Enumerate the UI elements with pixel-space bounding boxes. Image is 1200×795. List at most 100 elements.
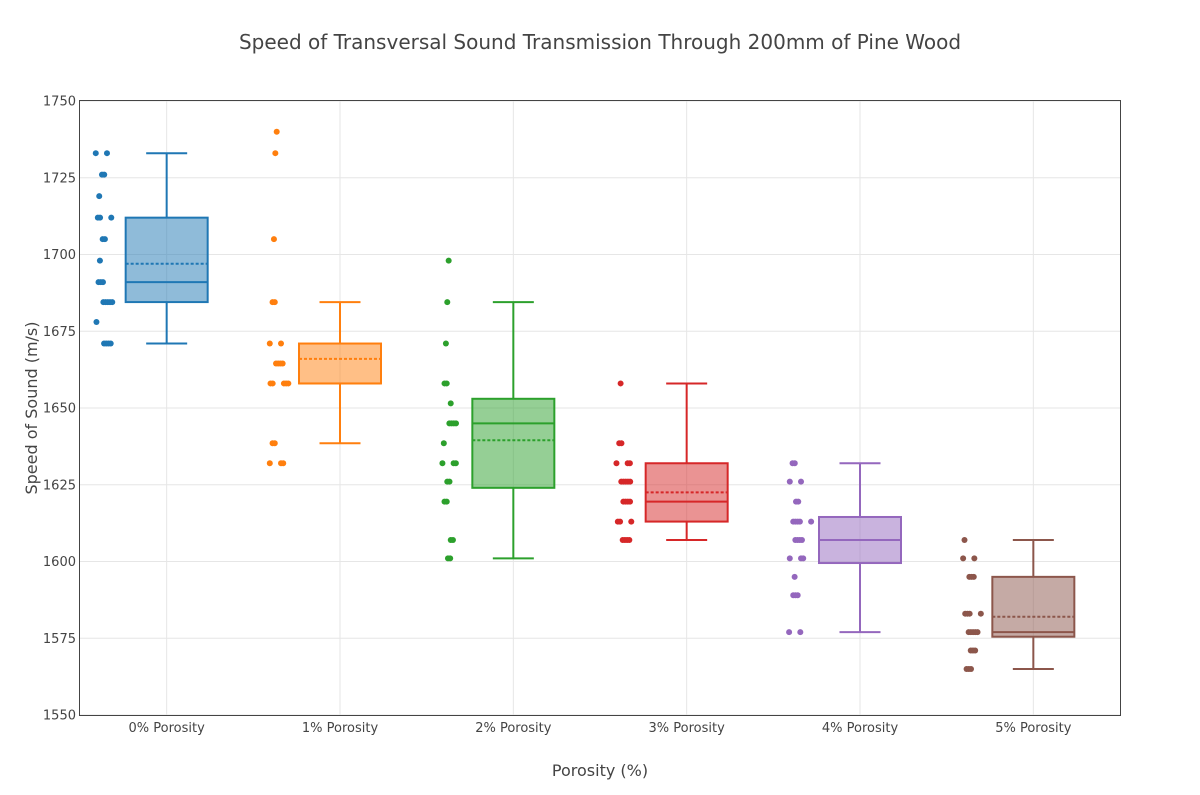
y-tick-label: 1750: [43, 95, 76, 110]
data-point: [613, 460, 620, 467]
data-point: [266, 460, 273, 467]
data-point: [800, 555, 807, 562]
data-point: [618, 440, 625, 447]
data-point: [617, 518, 624, 525]
data-point: [972, 647, 979, 654]
data-point: [970, 573, 977, 580]
data-point: [626, 537, 633, 544]
data-point: [280, 460, 287, 467]
chart-title: Speed of Transversal Sound Transmission …: [239, 30, 961, 54]
data-point: [108, 214, 115, 221]
data-point: [786, 629, 793, 636]
data-point: [966, 610, 973, 617]
data-point: [971, 555, 978, 562]
box-series-3: [613, 380, 729, 544]
data-point: [627, 478, 634, 485]
box-series-0: [92, 150, 209, 347]
data-point: [442, 340, 449, 347]
data-point: [273, 128, 280, 135]
box-series-4: [786, 460, 902, 636]
y-tick-label: 1650: [43, 402, 76, 417]
data-point: [444, 299, 451, 306]
x-axis-ticks: 0% Porosity 1% Porosity 2% Porosity 3% Poro…: [129, 721, 1072, 736]
data-point: [447, 400, 454, 407]
box-series-5: [960, 537, 1076, 672]
data-point: [795, 498, 802, 505]
data-point: [960, 555, 967, 562]
data-point: [961, 537, 968, 544]
x-axis-title: Porosity (%): [552, 761, 648, 780]
data-point: [627, 498, 634, 505]
data-point: [445, 257, 452, 264]
data-point: [796, 518, 803, 525]
data-point: [628, 518, 635, 525]
data-point: [797, 629, 804, 636]
data-point: [786, 555, 793, 562]
x-tick-label: 2% Porosity: [475, 721, 552, 736]
data-point: [440, 440, 447, 447]
data-point: [443, 380, 450, 387]
data-point: [269, 380, 276, 387]
x-tick-label: 1% Porosity: [302, 721, 379, 736]
data-point: [452, 460, 459, 467]
y-tick-label: 1700: [43, 248, 76, 263]
data-point: [786, 478, 793, 485]
data-point: [271, 440, 278, 447]
data-point: [453, 420, 460, 427]
box-series-1: [266, 128, 382, 467]
y-axis-ticks: 1550 1575 1600 1625 1650 1675 1700 1725 1750: [43, 95, 76, 724]
y-tick-label: 1575: [43, 632, 76, 647]
data-point: [808, 518, 815, 525]
data-point: [278, 340, 285, 347]
y-axis-title: Speed of Sound (m/s): [22, 321, 41, 494]
y-tick-label: 1675: [43, 325, 76, 340]
data-point: [794, 592, 801, 599]
box-series-2: [439, 257, 556, 562]
x-tick-label: 5% Porosity: [995, 721, 1072, 736]
x-tick-label: 3% Porosity: [649, 721, 726, 736]
y-tick-label: 1725: [43, 171, 76, 186]
data-point: [93, 319, 100, 326]
y-tick-label: 1550: [43, 709, 76, 724]
data-point: [97, 214, 104, 221]
y-tick-label: 1625: [43, 478, 76, 493]
data-point: [270, 236, 277, 243]
data-point: [449, 537, 456, 544]
data-point: [617, 380, 624, 387]
data-point: [798, 537, 805, 544]
data-point: [446, 478, 453, 485]
data-point: [285, 380, 292, 387]
data-point: [96, 193, 103, 200]
data-point: [626, 460, 633, 467]
y-tick-label: 1600: [43, 555, 76, 570]
iqr-box: [298, 342, 382, 385]
x-tick-label: 4% Porosity: [822, 721, 899, 736]
iqr-box: [471, 397, 556, 489]
iqr-box: [991, 575, 1076, 638]
data-point: [109, 299, 116, 306]
data-point: [439, 460, 446, 467]
data-point: [101, 171, 108, 178]
data-point: [107, 340, 114, 347]
plot-frame: [79, 100, 1121, 716]
grid-layer: [80, 100, 1120, 716]
data-point: [798, 478, 805, 485]
data-point: [92, 150, 99, 157]
data-point: [968, 665, 975, 672]
data-point: [103, 150, 110, 157]
data-point: [977, 610, 984, 617]
data-point: [101, 236, 108, 243]
data-point: [271, 299, 278, 306]
series-layer: [92, 128, 1076, 672]
iqr-box: [124, 216, 209, 304]
x-tick-label: 0% Porosity: [129, 721, 206, 736]
data-point: [447, 555, 454, 562]
data-point: [974, 629, 981, 636]
data-point: [272, 150, 279, 157]
data-point: [443, 498, 450, 505]
data-point: [99, 279, 106, 286]
data-point: [791, 573, 798, 580]
data-point: [279, 360, 286, 367]
